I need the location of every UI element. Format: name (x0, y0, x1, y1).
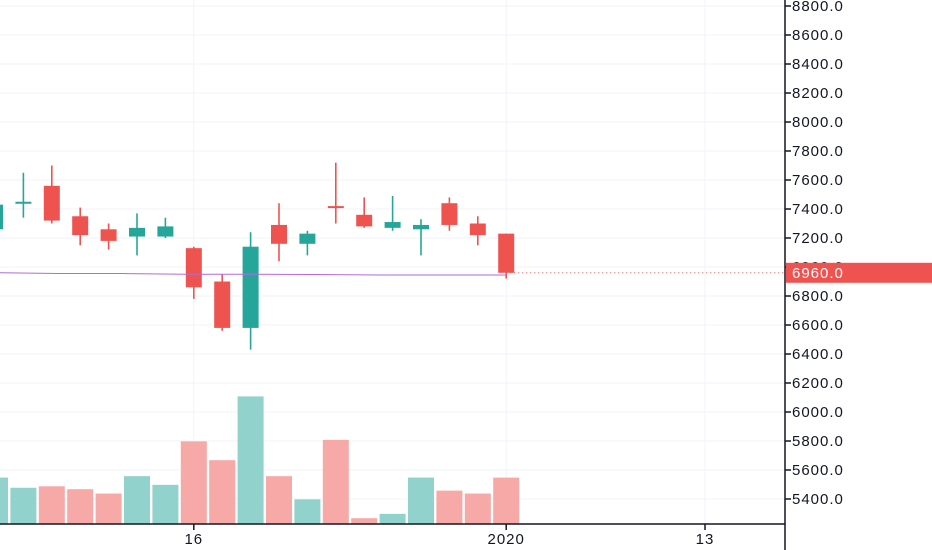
candle-body (327, 206, 344, 209)
price-tick-label: 7600.0 (792, 172, 844, 189)
volume-bar (351, 518, 378, 524)
price-tick-label: 5600.0 (792, 462, 844, 479)
volume-bar (464, 493, 491, 524)
volume-bar (322, 439, 349, 524)
volume-bar (124, 476, 150, 524)
price-tick-label: 7200.0 (792, 230, 844, 247)
candle-body (242, 246, 259, 328)
volume-bar (379, 513, 406, 524)
grid-lines (0, 0, 785, 524)
last-price-label: 6960.0 (786, 262, 932, 283)
volume-bar (209, 460, 236, 524)
candle-body (129, 227, 145, 237)
candle-body (413, 224, 429, 230)
candle-body (185, 248, 202, 288)
candles (0, 162, 515, 350)
price-tick-label: 8600.0 (792, 27, 844, 44)
candle-body (15, 201, 32, 204)
volume-bar (152, 484, 179, 524)
price-tick-label: 8000.0 (792, 114, 844, 131)
volume-bar (95, 493, 122, 524)
price-tick-label: 6200.0 (792, 375, 844, 392)
price-tick-label: 6600.0 (792, 317, 844, 334)
volume-bar (10, 487, 37, 524)
price-tick-label: 8400.0 (792, 56, 844, 73)
moving-average-line (0, 272, 507, 276)
volume-bar (294, 499, 321, 524)
volume-bar (38, 486, 65, 524)
price-tick-label: 8800.0 (792, 0, 844, 15)
candle-body (271, 224, 287, 244)
volume-bar (408, 477, 434, 524)
price-tick-label: 6800.0 (792, 288, 844, 305)
last-price-label-background (786, 262, 932, 283)
volume-bar (266, 476, 292, 524)
time-tick-label: 13 (696, 531, 715, 548)
price-tick-label: 7800.0 (792, 143, 844, 160)
candle-body (356, 214, 373, 227)
volume-bars (0, 396, 520, 524)
price-tick-label: 5400.0 (792, 491, 844, 508)
candle-body (441, 203, 458, 225)
volume-bar (67, 489, 94, 524)
candle-body (299, 233, 316, 244)
time-tick-label: 16 (184, 531, 203, 548)
price-tick-label: 5800.0 (792, 433, 844, 450)
price-tick-label: 7400.0 (792, 201, 844, 218)
candle-body (43, 185, 60, 221)
price-tick-label: 8200.0 (792, 85, 844, 102)
volume-bar (237, 396, 264, 524)
time-tick-label: 2020 (488, 531, 525, 548)
price-axis-ticks[interactable]: 5400.0 5600.0 5800.0 6000.0 6200.0 6400.0 6600… (785, 0, 844, 508)
price-tick-label: 6000.0 (792, 404, 844, 421)
candle-body (384, 222, 401, 228)
volume-bar (180, 441, 207, 524)
time-axis-ticks[interactable]: 16 2020 13 (184, 524, 714, 548)
candle-body (0, 204, 3, 230)
last-price-label-text: 6960.0 (792, 265, 844, 282)
volume-bar (493, 477, 520, 524)
candle-body (498, 233, 515, 273)
volume-bar (436, 490, 463, 524)
volume-bar (0, 477, 8, 524)
price-tick-label: 6400.0 (792, 346, 844, 363)
candle-body (469, 223, 486, 236)
candle-body (72, 216, 89, 236)
candle-body (157, 226, 174, 237)
candle-body (100, 229, 117, 241)
candle-body (214, 281, 231, 328)
